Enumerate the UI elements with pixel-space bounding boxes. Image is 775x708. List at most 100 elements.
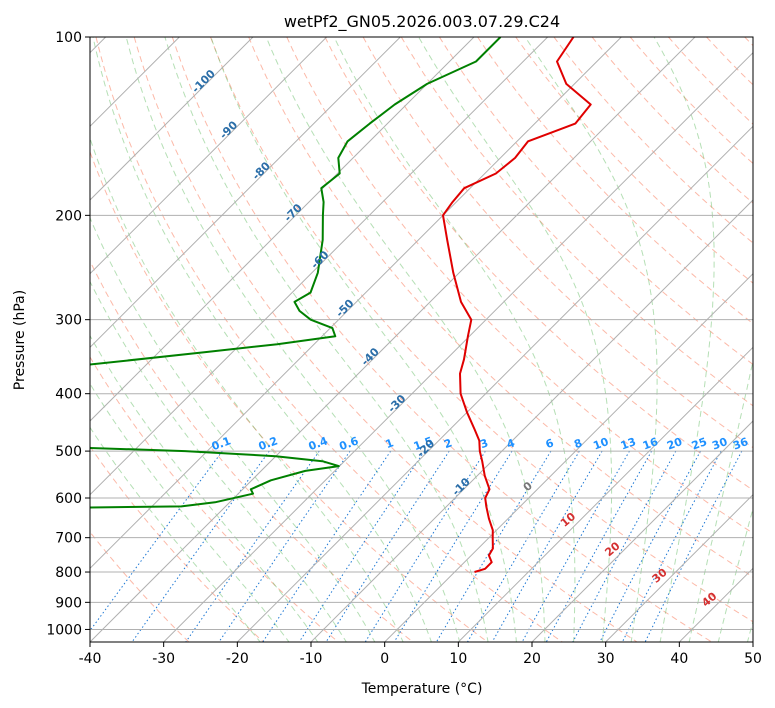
mixing-ratio-label: 0.1 [210, 434, 233, 453]
mixing-ratio-line [298, 450, 425, 642]
dewpoint-profile-line [90, 37, 502, 509]
moist-adiabat-label: 10 [558, 510, 578, 530]
x-tick-label: -40 [79, 651, 102, 667]
isotherm-line [90, 37, 328, 275]
moist-adiabat-line [688, 358, 753, 642]
isotherm-label: -40 [359, 345, 382, 368]
y-tick-label: 600 [55, 491, 82, 507]
x-axis-label: Temperature (°C) [361, 681, 483, 697]
moist-adiabat-line [125, 37, 461, 642]
x-tick-label: 50 [744, 651, 762, 667]
mixing-ratio-label: 25 [690, 435, 709, 452]
mixing-ratio-label: 10 [591, 435, 610, 453]
temperature-profile-line [442, 37, 592, 573]
mixing-ratio-line [185, 450, 320, 642]
moist-adiabat-line [524, 37, 658, 642]
mixing-ratio-line [262, 450, 392, 642]
mixing-ratio-line [599, 450, 701, 642]
moist-adiabat-line [90, 334, 319, 642]
dry-adiabat-line [477, 37, 753, 325]
moist-adiabat-line [92, 37, 432, 642]
dry-adiabat-line [90, 150, 488, 642]
x-tick-label: -10 [300, 651, 323, 667]
y-tick-label: 900 [55, 595, 82, 611]
dry-adiabat-line [744, 37, 753, 47]
plot-frame [89, 36, 754, 643]
dry-adiabat-line [438, 37, 753, 366]
isotherm-line [90, 37, 696, 642]
isotherm-line [310, 199, 753, 642]
isotherm-line [384, 272, 753, 642]
sounding-profiles [90, 37, 592, 573]
moist-adiabat-line [653, 37, 715, 642]
x-axis: -40 -30 -20 -10 0 10 20 30 40 50 [79, 642, 762, 667]
mixing-ratio-label: 13 [619, 435, 638, 452]
isotherm-label: -80 [250, 159, 273, 182]
y-axis: 100 200 300 400 500 600 700 800 900 1000 [46, 30, 90, 638]
x-tick-label: 30 [597, 651, 615, 667]
x-tick-label: 40 [670, 651, 688, 667]
isotherm-label: -100 [189, 67, 218, 96]
mixing-ratio-label: 20 [665, 435, 684, 453]
mixing-ratio-label: 2 [442, 436, 454, 451]
dry-adiabat-line [133, 37, 638, 642]
y-tick-label: 100 [55, 30, 82, 46]
dry-adiabat-line [668, 37, 753, 125]
isotherm-line [531, 420, 753, 642]
x-tick-label: -20 [226, 651, 249, 667]
mixing-ratio-label: 1 [384, 436, 396, 451]
mixing-ratio-line [644, 450, 743, 642]
mixing-ratio-line [325, 450, 450, 642]
mixing-ratio-label: 4 [505, 436, 517, 451]
y-tick-label: 800 [55, 565, 82, 581]
moist-adiabat-line [418, 37, 613, 642]
y-tick-label: 300 [55, 313, 82, 329]
y-tick-label: 1000 [46, 622, 82, 638]
mixing-ratio-label: 8 [572, 436, 584, 451]
dry-adiabat-line [90, 259, 414, 642]
moist-adiabat-line [90, 136, 404, 642]
mixing-ratio-line [545, 450, 653, 642]
x-tick-label: 20 [523, 651, 541, 667]
isotherm-line [90, 37, 254, 201]
mixing-ratio-line [521, 450, 630, 642]
isotherm-lines [90, 37, 753, 642]
dry-adiabat-line [210, 37, 753, 623]
isotherm-line [90, 37, 401, 349]
isotherm-line [678, 567, 753, 642]
mixing-ratio-label: 1.5 [412, 434, 435, 453]
isotherm-line [163, 51, 753, 642]
mixing-ratio-label: 0.6 [338, 434, 361, 453]
moist-adiabat-line [90, 280, 347, 642]
x-tick-label: -30 [152, 651, 175, 667]
x-tick-label: 0 [380, 651, 389, 667]
isobar-gridlines [90, 37, 753, 630]
y-axis-label: Pressure (hPa) [12, 290, 28, 390]
isotherm-line [90, 37, 475, 422]
isotherm-label: -90 [217, 118, 240, 141]
moist-adiabat-line [90, 382, 290, 642]
isotherm-line [605, 493, 753, 642]
moist-adiabat-line [333, 37, 576, 642]
moist-adiabat-label: 40 [699, 589, 719, 609]
isotherm-line [457, 346, 753, 642]
isotherm-label: -50 [333, 297, 356, 320]
moist-adiabat-line [210, 37, 518, 642]
mixing-ratio-line [491, 450, 603, 642]
mixing-ratio-line [218, 450, 351, 642]
mixing-ratio-label: 30 [710, 435, 729, 453]
dry-adiabat-line [95, 37, 563, 642]
dry-adiabat-line [706, 37, 753, 86]
dry-adiabat-line [90, 531, 190, 642]
moist-adiabat-line [164, 37, 489, 642]
moist-adiabat-line [265, 37, 546, 642]
isotherm-line [236, 125, 753, 642]
moist-adiabat-line [717, 506, 753, 642]
y-tick-label: 400 [55, 387, 82, 403]
mixing-ratio-label: 6 [544, 436, 556, 451]
mixing-ratio-label: 3 [478, 436, 490, 451]
dry-adiabat-line [248, 37, 753, 578]
moist-adiabat-line [90, 216, 376, 642]
mixing-ratio-label: 36 [731, 435, 750, 453]
